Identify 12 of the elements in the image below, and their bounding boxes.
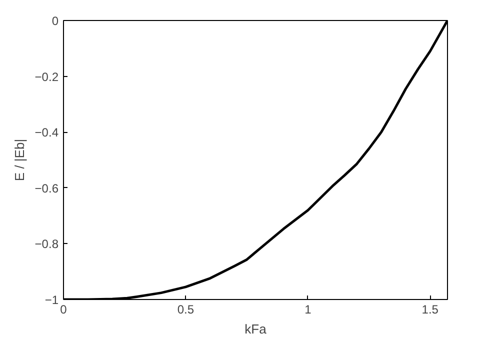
x-tick-label: 0.5 [177,302,194,316]
y-tick-label: −1 [44,293,59,307]
y-tick-label: −0.6 [34,181,59,196]
x-tick-label: 1 [304,302,312,316]
y-tick-label: −0.4 [34,126,59,140]
x-tick-label: 0 [60,302,68,316]
y-axis-title: E / |Eb| [12,138,27,182]
y-tick-label: 0 [52,14,59,28]
x-axis-title: kFa [244,322,268,336]
y-tick-label: −0.8 [34,237,59,252]
x-tick-label: 1.5 [422,302,439,316]
y-tick-label: −0.2 [34,70,59,84]
